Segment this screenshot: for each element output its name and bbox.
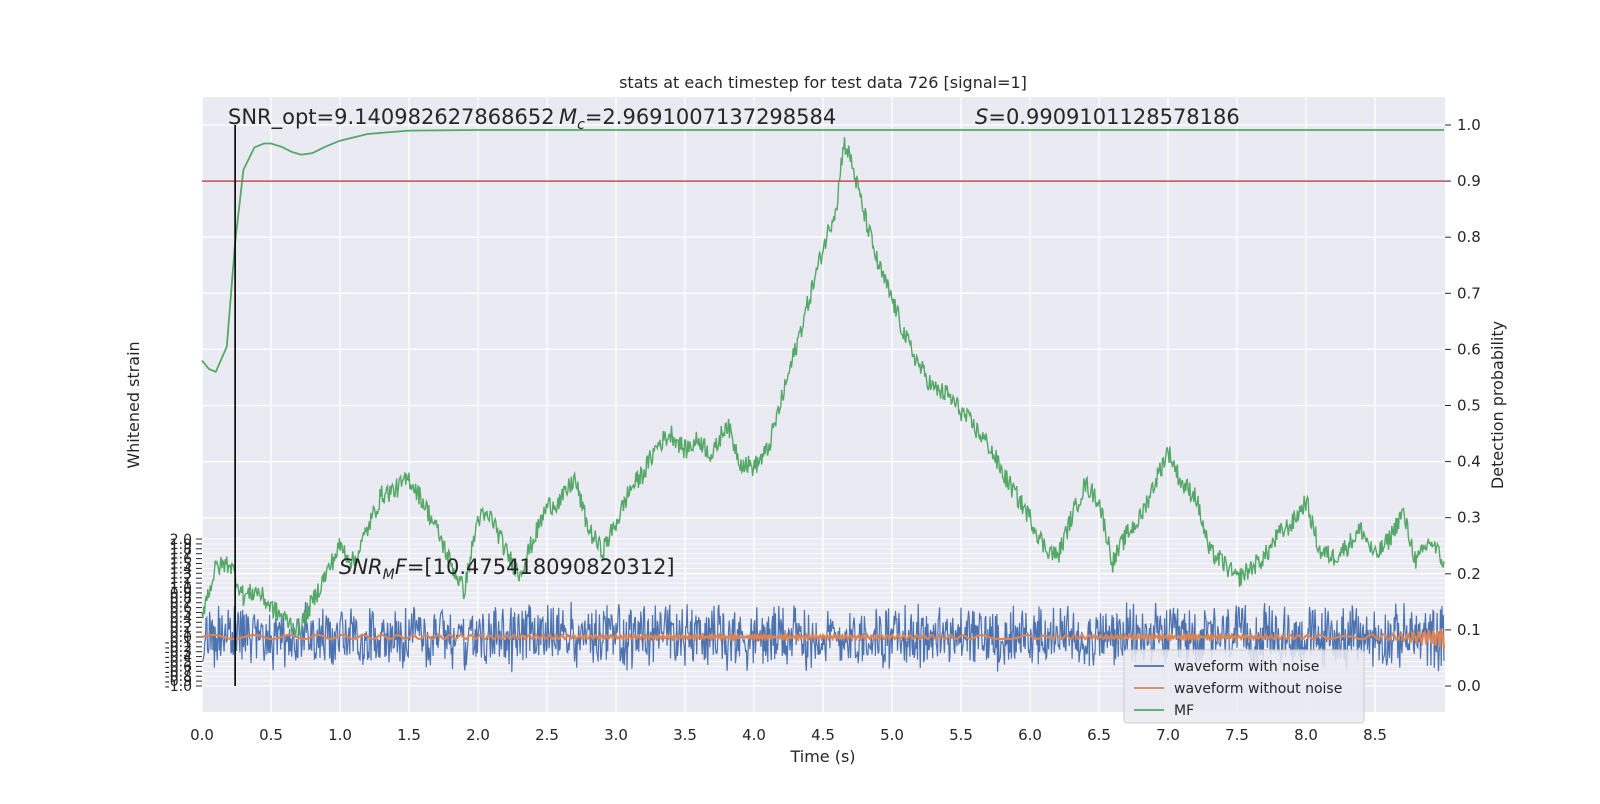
x-tick-label: 0.5 — [259, 726, 283, 744]
x-axis-label: Time (s) — [789, 747, 855, 766]
legend-entry-label: MF — [1174, 703, 1194, 719]
left-tick-label: 1.8 — [170, 542, 192, 558]
left-tick-label: 0.1 — [170, 625, 192, 641]
left-tick-label: 1.3 — [170, 566, 192, 582]
right-tick-label: 0.5 — [1457, 397, 1481, 415]
right-tick-label: 0.0 — [1457, 677, 1481, 695]
x-tick-label: 3.0 — [604, 726, 628, 744]
snr-mf-annotation: SNRMF=[10.475418090820312] — [339, 555, 675, 583]
legend-entry-label: waveform without noise — [1174, 681, 1342, 697]
chart-title: stats at each timestep for test data 726… — [619, 73, 1027, 92]
left-tick-label: -0.4 — [165, 650, 192, 666]
left-tick-label: -0.3 — [165, 645, 192, 661]
x-tick-label: 2.5 — [535, 726, 559, 744]
left-tick-label: -0.6 — [165, 659, 192, 675]
left-tick-label: 1.1 — [170, 576, 192, 592]
right-tick-label: 0.8 — [1457, 228, 1481, 246]
left-axis-label: Whitened strain — [124, 341, 143, 468]
x-tick-label: 8.5 — [1363, 726, 1387, 744]
left-tick-label: 2.0 — [170, 532, 192, 548]
right-tick-label: 0.7 — [1457, 284, 1481, 302]
left-tick-label: -0.7 — [165, 664, 192, 680]
left-axis-ticks: 2.01.91.81.71.61.51.41.31.21.11.00.90.80… — [165, 532, 202, 695]
x-tick-label: 7.0 — [1156, 726, 1180, 744]
left-tick-label: -0.2 — [165, 640, 192, 656]
right-tick-label: 0.4 — [1457, 453, 1481, 471]
left-tick-label: 1.5 — [170, 557, 192, 573]
left-tick-label: 1.4 — [170, 561, 192, 577]
series-line-detection-probability — [201, 137, 1445, 637]
x-tick-label: 6.0 — [1018, 726, 1042, 744]
x-tick-label: 4.5 — [811, 726, 835, 744]
series-layer — [201, 129, 1446, 673]
left-tick-label: -0.8 — [165, 669, 192, 685]
left-tick-label: 1.9 — [170, 537, 192, 553]
left-tick-label: -0.1 — [165, 635, 192, 651]
left-tick-label: 1.6 — [170, 552, 192, 568]
right-axis-label: Detection probability — [1488, 321, 1507, 489]
left-tick-label: 0.3 — [170, 615, 192, 631]
x-tick-label: 1.0 — [328, 726, 352, 744]
x-tick-label: 5.0 — [880, 726, 904, 744]
series-line-waveform-without-noise — [201, 627, 1446, 649]
mc-annotation: Mc=2.9691007137298584 — [559, 105, 836, 133]
series-line-mf — [201, 129, 1444, 373]
right-axis-ticks: 1.0 0.9 0.8 0.7 0.6 0.5 0.4 0.3 0.2 0.1 0.0 — [1445, 116, 1481, 695]
left-tick-label: 0.2 — [170, 620, 192, 636]
legend-entry-label: waveform with noise — [1174, 659, 1319, 675]
left-tick-label: -0.9 — [165, 674, 192, 690]
right-tick-label: 0.2 — [1457, 565, 1481, 583]
right-tick-label: 0.6 — [1457, 340, 1481, 358]
x-tick-label: 3.5 — [673, 726, 697, 744]
x-tick-label: 2.0 — [466, 726, 490, 744]
left-tick-label: 0.8 — [170, 591, 192, 607]
left-tick-label: -1.0 — [165, 679, 192, 695]
right-tick-label: 0.1 — [1457, 621, 1481, 639]
right-tick-label: 0.9 — [1457, 172, 1481, 190]
x-tick-label: 5.5 — [949, 726, 973, 744]
left-tick-label: -0.5 — [165, 655, 192, 671]
left-tick-label: 0.6 — [170, 601, 192, 617]
snr-opt-annotation: SNR_opt=9.140982627868652 — [228, 105, 555, 130]
left-tick-label: 1.0 — [170, 581, 192, 597]
right-tick-label: 1.0 — [1457, 116, 1481, 134]
x-tick-label: 1.5 — [397, 726, 421, 744]
left-tick-label: 0.9 — [170, 586, 192, 602]
left-tick-label: 0.4 — [170, 610, 192, 626]
legend: waveform with noise waveform without nois… — [1123, 649, 1365, 724]
x-tick-label: 7.5 — [1225, 726, 1249, 744]
x-tick-label: 0.0 — [190, 726, 214, 744]
left-tick-label: 1.2 — [170, 571, 192, 587]
right-tick-label: 0.3 — [1457, 509, 1481, 527]
left-tick-label: 0.5 — [170, 606, 192, 622]
left-tick-label: 0.0 — [170, 630, 192, 646]
legend-box — [1123, 649, 1365, 724]
x-axis-ticks: 0.0 0.5 1.0 1.5 2.0 2.5 3.0 3.5 4.0 4.5 5.0 5.5 6.0 6… — [190, 726, 1387, 744]
x-tick-label: 4.0 — [742, 726, 766, 744]
left-tick-label: 1.7 — [170, 547, 192, 563]
s-annotation: S=0.9909101128578186 — [975, 105, 1240, 129]
x-tick-label: 8.0 — [1294, 726, 1318, 744]
left-tick-label: 0.7 — [170, 596, 192, 612]
x-tick-label: 6.5 — [1087, 726, 1111, 744]
